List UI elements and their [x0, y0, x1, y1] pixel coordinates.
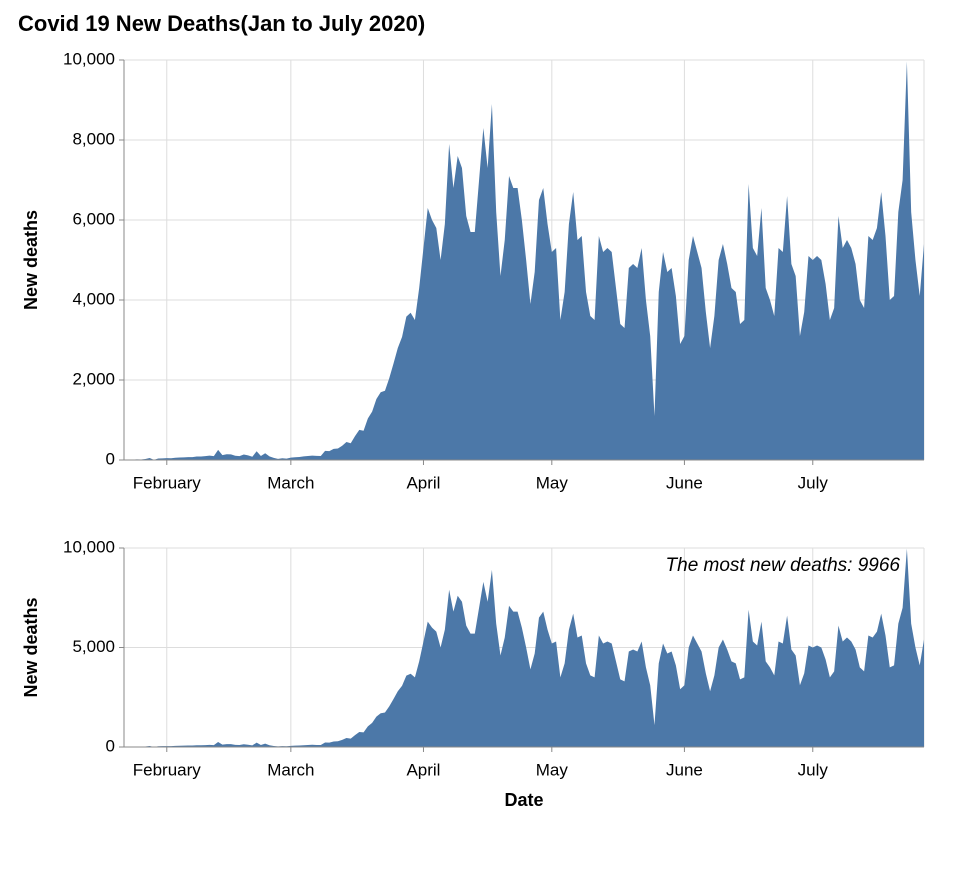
area	[124, 61, 924, 461]
x-tick-label: March	[267, 760, 314, 779]
y-tick-label: 2,000	[72, 369, 115, 388]
y-tick-label: 5,000	[72, 637, 115, 656]
y-tick-label: 0	[106, 736, 115, 755]
x-axis-title: Date	[504, 790, 543, 810]
x-tick-label: April	[406, 473, 440, 492]
y-tick-label: 6,000	[72, 209, 115, 228]
y-tick-label: 8,000	[72, 129, 115, 148]
x-tick-label: July	[798, 473, 829, 492]
chart-title: Covid 19 New Deaths(Jan to July 2020)	[18, 11, 425, 36]
x-tick-label: April	[406, 760, 440, 779]
x-tick-label: May	[536, 473, 569, 492]
x-tick-label: June	[666, 473, 703, 492]
x-tick-label: July	[798, 760, 829, 779]
x-tick-label: May	[536, 760, 569, 779]
x-tick-label: February	[133, 760, 202, 779]
y-tick-label: 0	[106, 449, 115, 468]
y-tick-label: 10,000	[63, 537, 115, 556]
x-tick-label: June	[666, 760, 703, 779]
x-tick-label: February	[133, 473, 202, 492]
area	[124, 548, 924, 747]
y-tick-label: 4,000	[72, 289, 115, 308]
x-tick-label: March	[267, 473, 314, 492]
y-axis-title: New deaths	[21, 597, 41, 697]
annotation: The most new deaths: 9966	[666, 555, 901, 576]
y-axis-title: New deaths	[21, 210, 41, 310]
y-tick-label: 10,000	[63, 49, 115, 68]
